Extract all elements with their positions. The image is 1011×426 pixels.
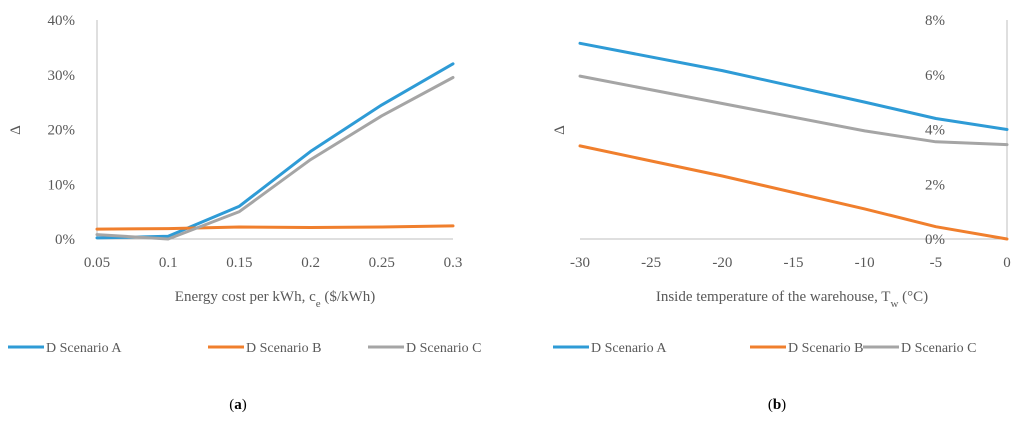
chart-panel-a: 0% 10% 20% 30% 40% 0.05 0.1 0.15 0.2 0.25 0.3 Δ Ener… bbox=[8, 13, 481, 413]
panel-label: (a) bbox=[229, 397, 247, 413]
panel-label-letter: b bbox=[773, 397, 781, 413]
x-axis-title-main: Energy cost per kWh, c bbox=[175, 289, 316, 305]
legend-label-d-scenario-c: D Scenario C bbox=[901, 341, 976, 356]
x-tick-label: -30 bbox=[570, 255, 590, 271]
panel-label-open: ( bbox=[768, 397, 773, 413]
panel-label-close: ) bbox=[242, 397, 247, 413]
series-line-d-scenario-c bbox=[95, 76, 455, 241]
legend-label-d-scenario-a: D Scenario A bbox=[46, 341, 122, 356]
y-axis-title: Δ bbox=[552, 125, 568, 135]
y-axis-title: Δ bbox=[8, 125, 24, 135]
x-tick-label: -25 bbox=[641, 255, 661, 271]
x-tick-label: 0 bbox=[1003, 255, 1011, 271]
series-line-d-scenario-a bbox=[578, 41, 1009, 131]
series-line-d-scenario-a bbox=[95, 62, 455, 240]
series-line-d-scenario-c bbox=[578, 74, 1009, 147]
panel-label-close: ) bbox=[781, 397, 786, 413]
y-tick-label: 0% bbox=[55, 232, 75, 248]
x-tick-label: 0.25 bbox=[369, 255, 395, 271]
x-tick-label: -10 bbox=[855, 255, 875, 271]
x-axis-title-subscript: e bbox=[316, 298, 321, 310]
x-axis-title-unit: (°C) bbox=[898, 289, 928, 305]
panel-label-open: ( bbox=[229, 397, 234, 413]
x-axis-title-subscript: w bbox=[890, 298, 898, 310]
y-tick-label: 8% bbox=[925, 13, 945, 29]
x-axis-title-unit: ($/kWh) bbox=[321, 289, 376, 305]
x-tick-label: -5 bbox=[930, 255, 943, 271]
y-tick-label: 4% bbox=[925, 123, 945, 139]
legend-label-d-scenario-a: D Scenario A bbox=[591, 341, 667, 356]
x-tick-label: -20 bbox=[712, 255, 732, 271]
y-tick-label: 0% bbox=[925, 232, 945, 248]
x-tick-label: -15 bbox=[784, 255, 804, 271]
series-line-d-scenario-b bbox=[578, 144, 1009, 241]
x-tick-label: 0.15 bbox=[226, 255, 252, 271]
y-tick-label: 6% bbox=[925, 68, 945, 84]
y-tick-label: 40% bbox=[48, 13, 76, 29]
y-tick-label: 10% bbox=[48, 177, 76, 193]
y-tick-label: 20% bbox=[48, 123, 76, 139]
x-axis-title: Energy cost per kWh, ce ($/kWh) bbox=[175, 289, 375, 310]
panel-label-letter: a bbox=[234, 397, 242, 413]
x-tick-label: 0.1 bbox=[159, 255, 178, 271]
y-tick-label: 2% bbox=[925, 177, 945, 193]
series-line-d-scenario-b bbox=[95, 224, 455, 231]
x-axis-title: Inside temperature of the warehouse, Tw … bbox=[656, 289, 928, 310]
x-tick-label: 0.05 bbox=[84, 255, 110, 271]
x-axis-title-main: Inside temperature of the warehouse, T bbox=[656, 289, 891, 305]
legend-label-d-scenario-b: D Scenario B bbox=[788, 341, 863, 356]
x-tick-label: 0.3 bbox=[444, 255, 463, 271]
y-tick-label: 30% bbox=[48, 68, 76, 84]
legend-label-d-scenario-c: D Scenario C bbox=[406, 341, 481, 356]
x-tick-label: 0.2 bbox=[301, 255, 320, 271]
chart-panel-b: 0% 2% 4% 6% 8% -30 -25 -20 -15 -10 -5 0 Δ Inside temp… bbox=[552, 13, 1011, 413]
legend-label-d-scenario-b: D Scenario B bbox=[246, 341, 321, 356]
panel-label: (b) bbox=[768, 397, 786, 413]
